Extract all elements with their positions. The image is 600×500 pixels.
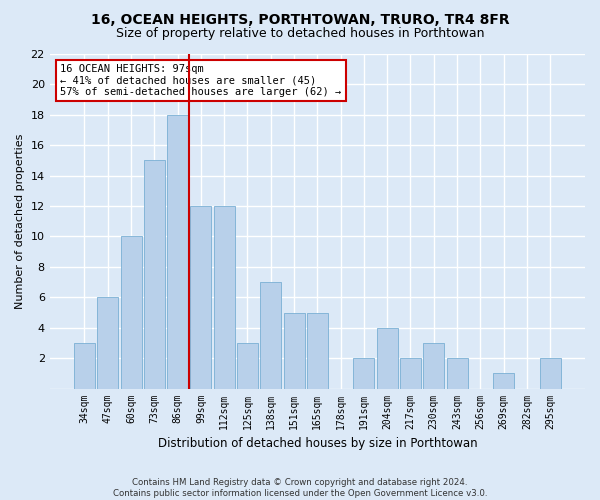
Bar [446, 358, 467, 388]
Bar [307, 312, 328, 388]
Bar [493, 374, 514, 388]
Bar [190, 206, 211, 388]
Bar [74, 343, 95, 388]
Text: 16, OCEAN HEIGHTS, PORTHTOWAN, TRURO, TR4 8FR: 16, OCEAN HEIGHTS, PORTHTOWAN, TRURO, TR… [91, 12, 509, 26]
Bar [121, 236, 142, 388]
Bar [237, 343, 258, 388]
Bar [377, 328, 398, 388]
Text: Size of property relative to detached houses in Porthtowan: Size of property relative to detached ho… [116, 28, 484, 40]
Bar [97, 298, 118, 388]
Bar [400, 358, 421, 388]
Bar [353, 358, 374, 388]
Text: Contains HM Land Registry data © Crown copyright and database right 2024.
Contai: Contains HM Land Registry data © Crown c… [113, 478, 487, 498]
Bar [260, 282, 281, 389]
Bar [284, 312, 305, 388]
Bar [167, 115, 188, 388]
X-axis label: Distribution of detached houses by size in Porthtowan: Distribution of detached houses by size … [158, 437, 477, 450]
Bar [144, 160, 165, 388]
Y-axis label: Number of detached properties: Number of detached properties [15, 134, 25, 309]
Bar [214, 206, 235, 388]
Bar [423, 343, 444, 388]
Text: 16 OCEAN HEIGHTS: 97sqm
← 41% of detached houses are smaller (45)
57% of semi-de: 16 OCEAN HEIGHTS: 97sqm ← 41% of detache… [61, 64, 341, 97]
Bar [540, 358, 560, 388]
